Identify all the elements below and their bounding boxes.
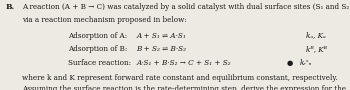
Text: A·S₁ + B·S₂ → C + S₁ + S₂: A·S₁ + B·S₂ → C + S₁ + S₂ xyxy=(136,59,231,67)
Text: kᵣˣₙ: kᵣˣₙ xyxy=(299,59,312,67)
Text: Assuming the surface reaction is the rate-determining step, derive the expressio: Assuming the surface reaction is the rat… xyxy=(22,85,346,90)
Text: B + S₂ ⇌ B·S₂: B + S₂ ⇌ B·S₂ xyxy=(136,45,187,53)
Text: Adsorption of A:: Adsorption of A: xyxy=(68,31,127,40)
Text: where k and K represent forward rate constant and equilibrium constant, respecti: where k and K represent forward rate con… xyxy=(22,74,337,82)
Text: A reaction (A + B → C) was catalyzed by a solid catalyst with dual surface sites: A reaction (A + B → C) was catalyzed by … xyxy=(22,3,350,11)
Text: B.: B. xyxy=(6,3,15,11)
Text: Adsorption of B:: Adsorption of B: xyxy=(68,45,128,53)
Text: kᴮ, Kᴮ: kᴮ, Kᴮ xyxy=(306,45,327,53)
Text: kₐ, Kₐ: kₐ, Kₐ xyxy=(306,31,326,40)
Text: A + S₁ ⇌ A·S₁: A + S₁ ⇌ A·S₁ xyxy=(136,31,186,40)
Text: Surface reaction:: Surface reaction: xyxy=(68,59,131,67)
Text: ●: ● xyxy=(287,59,293,67)
Text: via a reaction mechanism proposed in below:: via a reaction mechanism proposed in bel… xyxy=(22,16,187,24)
